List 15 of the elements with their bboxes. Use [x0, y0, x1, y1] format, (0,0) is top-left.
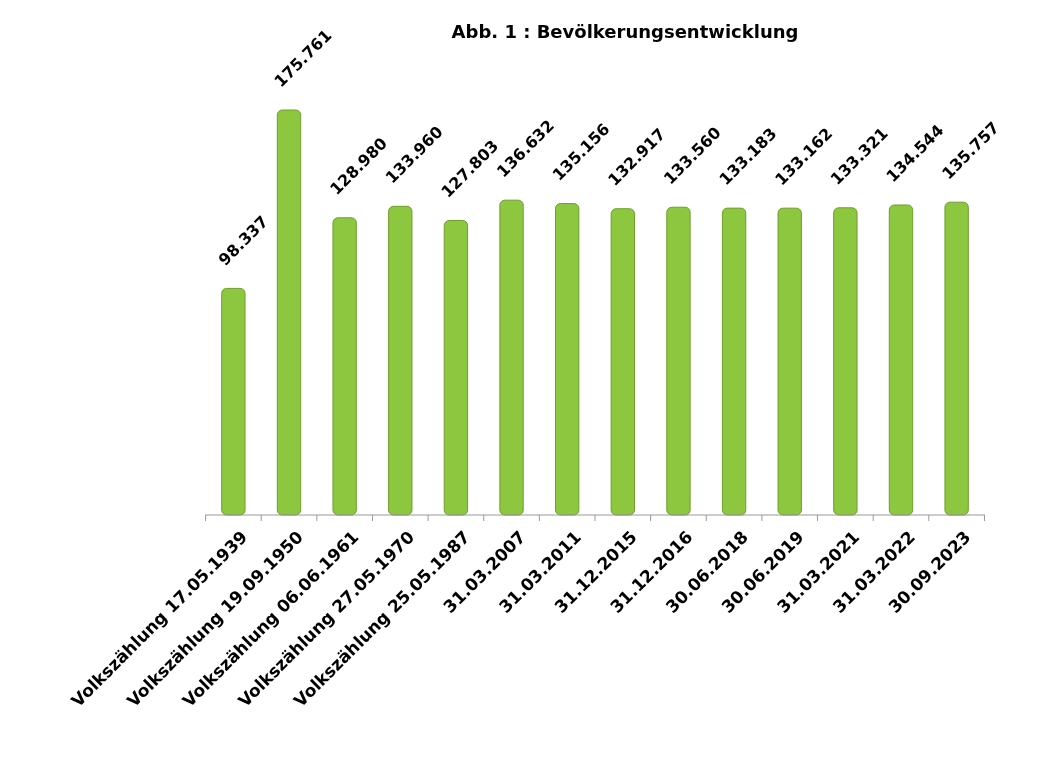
- bar: [499, 199, 524, 516]
- bar: [332, 217, 357, 516]
- bar: [721, 207, 747, 516]
- bar: [388, 205, 413, 516]
- bar: [833, 207, 858, 516]
- bar: [276, 109, 302, 516]
- bar: [944, 201, 969, 516]
- bar: [443, 220, 469, 516]
- bar: [610, 208, 635, 516]
- chart-title: Abb. 1 : Bevölkerungsentwicklung: [451, 21, 799, 42]
- bar: [555, 203, 580, 516]
- bar: [221, 287, 246, 516]
- bar: [777, 207, 802, 516]
- bar: [888, 204, 914, 516]
- bar: [666, 206, 691, 516]
